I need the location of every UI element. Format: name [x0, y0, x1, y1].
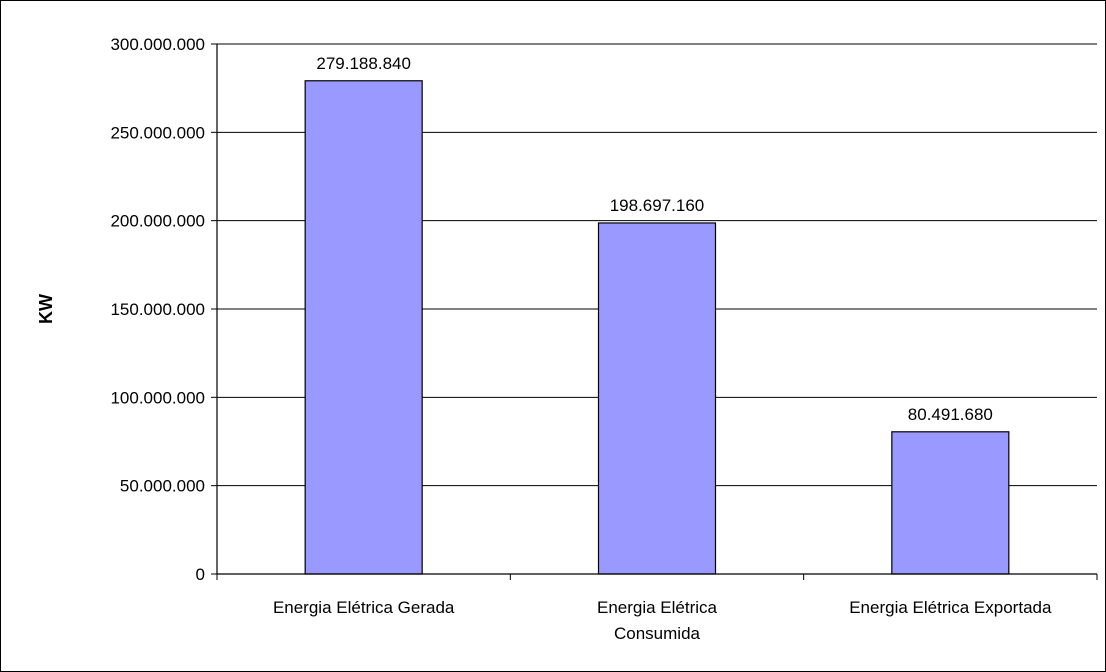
- y-tick-labels: 0 50.000.000 100.000.000 150.000.000 200.000…: [110, 35, 205, 584]
- data-label: 279.188.840: [316, 54, 411, 73]
- y-tick-label: 50.000.000: [120, 477, 205, 496]
- x-category-label: Energia Elétrica Exportada: [849, 598, 1052, 617]
- y-tick-label: 0: [196, 565, 205, 584]
- data-label: 80.491.680: [908, 405, 993, 424]
- bar-group: [304, 80, 1010, 575]
- x-category-label: Energia Elétrica: [597, 598, 718, 617]
- data-label: 198.697.160: [610, 196, 705, 215]
- y-tick-label: 200.000.000: [110, 212, 205, 231]
- data-labels: 279.188.840 198.697.160 80.491.680: [316, 54, 992, 424]
- y-tick-label: 300.000.000: [110, 35, 205, 54]
- bar: [891, 431, 1010, 575]
- y-tick-label: 150.000.000: [110, 300, 205, 319]
- x-category-labels: Energia Elétrica Gerada Energia Elétrica C…: [273, 598, 1052, 643]
- y-tick-label: 250.000.000: [110, 123, 205, 142]
- x-category-label: Energia Elétrica Gerada: [273, 598, 455, 617]
- y-axis-title: KW: [36, 294, 56, 324]
- bar: [597, 222, 717, 575]
- x-category-label: Consumida: [614, 624, 701, 643]
- y-tick-label: 100.000.000: [110, 388, 205, 407]
- axes: [211, 43, 1098, 580]
- bar: [304, 80, 423, 575]
